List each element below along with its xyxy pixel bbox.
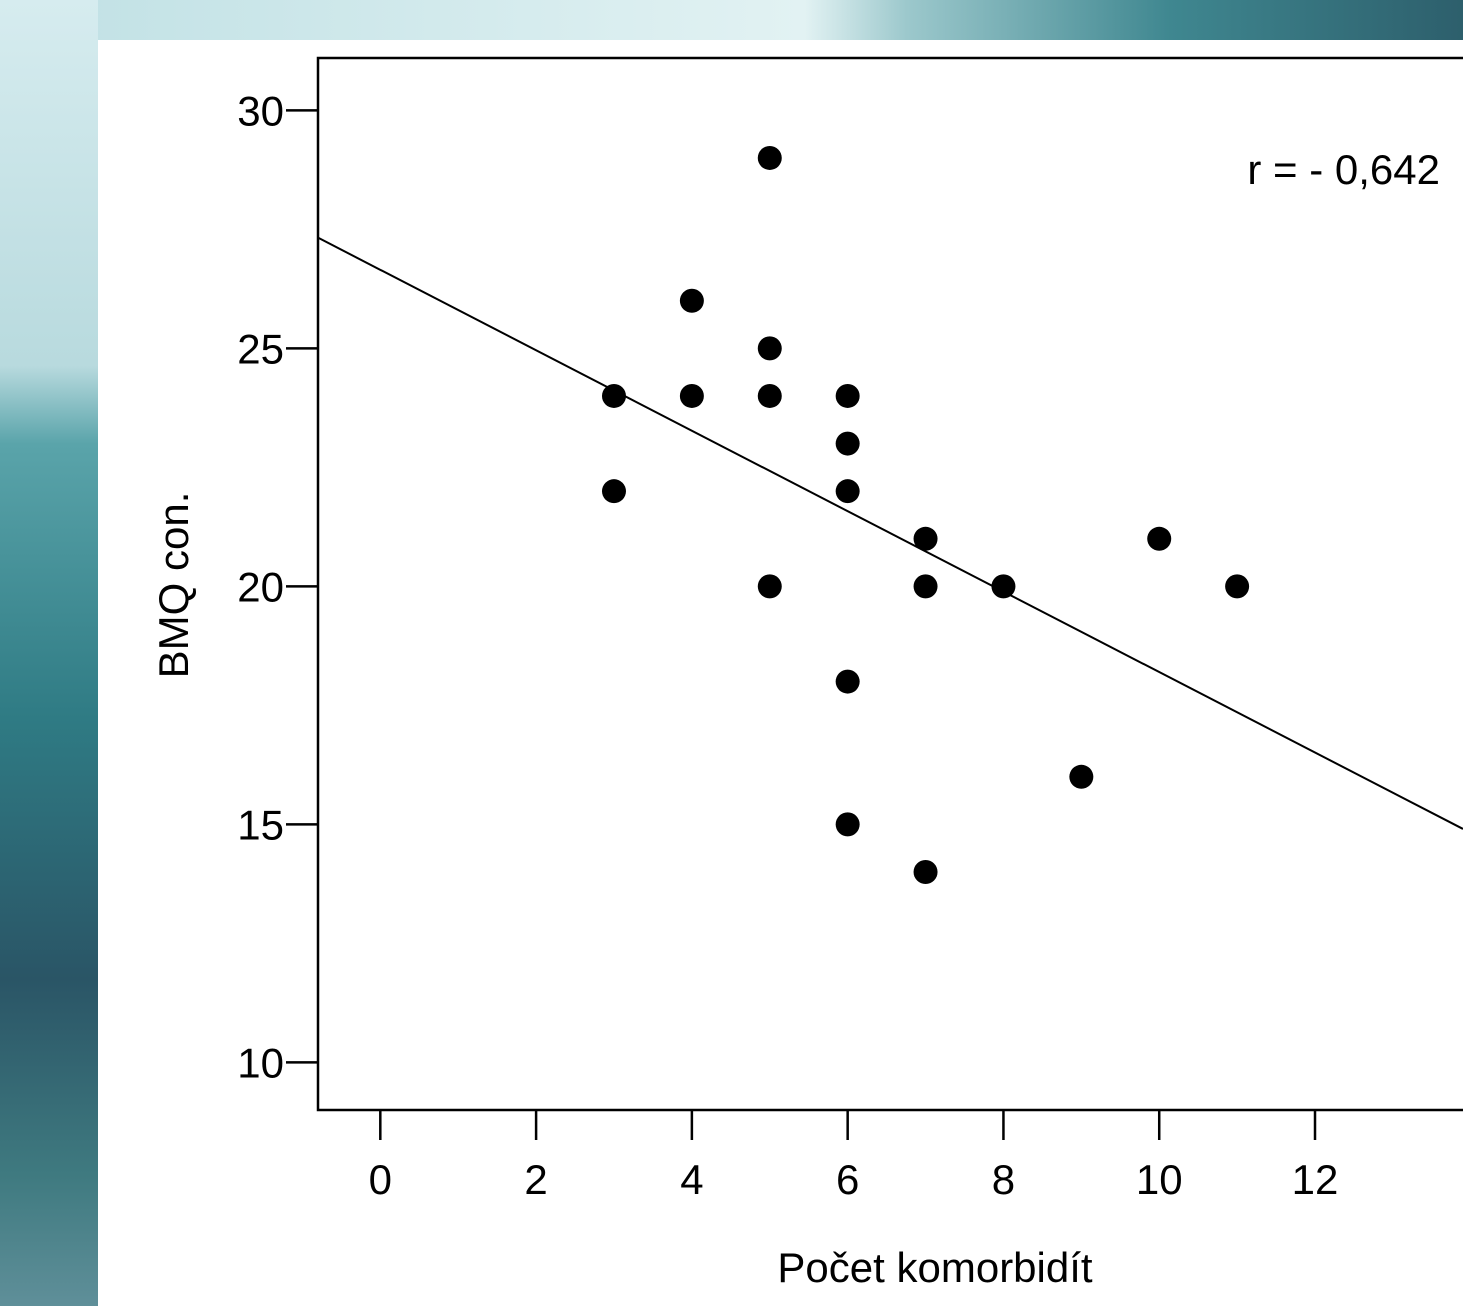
x-tick-label: 4 bbox=[680, 1156, 703, 1203]
x-tick-label: 8 bbox=[992, 1156, 1015, 1203]
backdrop-top-band bbox=[0, 0, 1463, 40]
data-point bbox=[991, 574, 1016, 599]
data-point bbox=[1225, 574, 1250, 599]
data-point bbox=[835, 383, 860, 408]
data-point bbox=[835, 812, 860, 837]
chart-panel bbox=[98, 40, 1463, 1306]
data-point bbox=[835, 669, 860, 694]
x-tick-label: 6 bbox=[836, 1156, 859, 1203]
y-tick-label: 30 bbox=[237, 87, 284, 134]
data-point bbox=[601, 479, 626, 504]
correlation-annotation: r = - 0,642 bbox=[1247, 146, 1440, 193]
data-point bbox=[757, 145, 782, 170]
x-tick-label: 2 bbox=[524, 1156, 547, 1203]
data-point bbox=[757, 336, 782, 361]
y-axis-title: BMQ con. bbox=[150, 492, 197, 679]
data-point bbox=[835, 431, 860, 456]
data-point bbox=[835, 479, 860, 504]
x-tick-label: 10 bbox=[1136, 1156, 1183, 1203]
data-point bbox=[679, 383, 704, 408]
data-point bbox=[679, 288, 704, 313]
data-point bbox=[1069, 764, 1094, 789]
x-axis-title: Počet komorbidít bbox=[777, 1244, 1092, 1291]
y-tick-label: 15 bbox=[237, 801, 284, 848]
data-point bbox=[913, 574, 938, 599]
x-tick-label: 0 bbox=[369, 1156, 392, 1203]
data-point bbox=[1147, 526, 1172, 551]
data-point bbox=[757, 574, 782, 599]
data-point bbox=[913, 526, 938, 551]
y-tick-label: 10 bbox=[237, 1039, 284, 1086]
plot-frame bbox=[316, 56, 1463, 1112]
data-point bbox=[601, 383, 626, 408]
x-tick-label: 12 bbox=[1292, 1156, 1339, 1203]
regression-line bbox=[317, 236, 1463, 830]
data-point bbox=[913, 859, 938, 884]
y-tick-label: 25 bbox=[237, 325, 284, 372]
backdrop-left-band bbox=[0, 0, 98, 1306]
data-point bbox=[757, 383, 782, 408]
y-tick-label: 20 bbox=[237, 563, 284, 610]
